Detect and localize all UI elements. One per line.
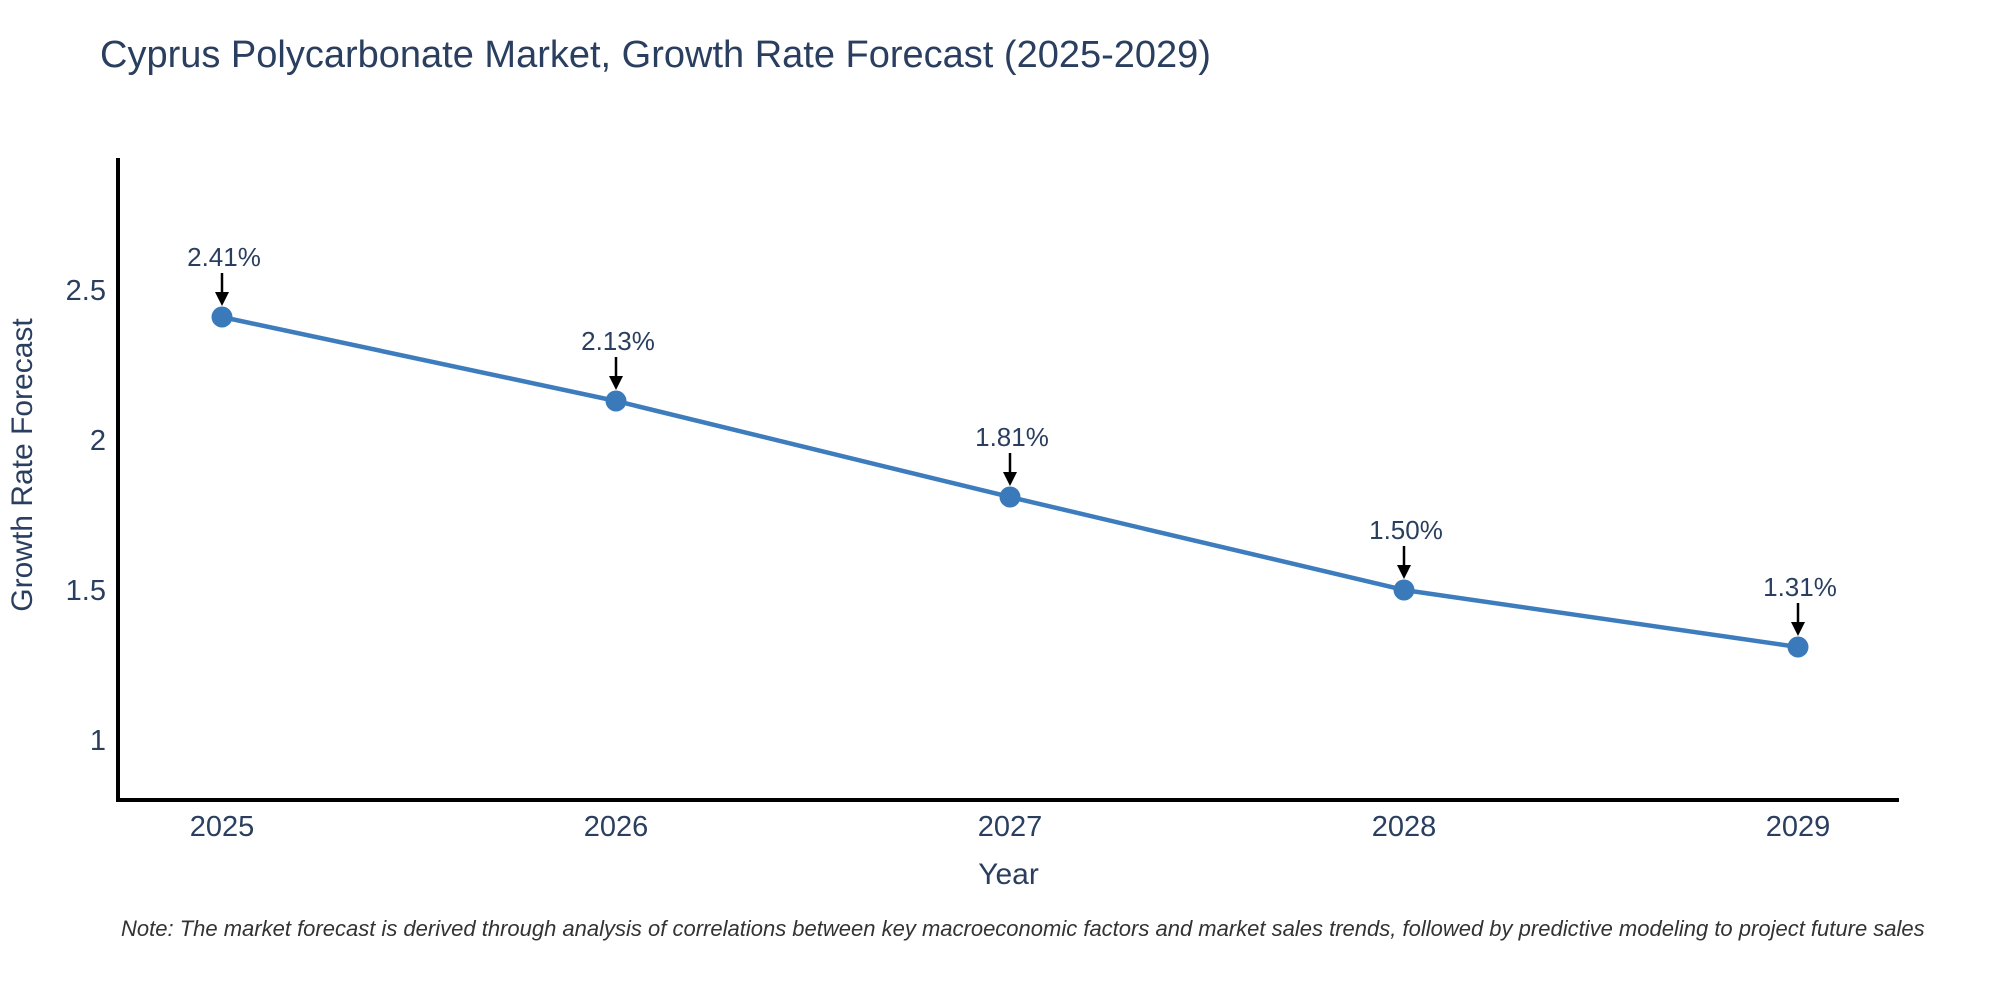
x-tick-label: 2029 [1766,811,1831,843]
y-tick-label: 1.5 [66,575,106,607]
annotation-arrow-head [1003,471,1017,486]
x-axis-title: Year [978,858,1039,891]
data-point-marker [1787,636,1809,658]
annotation-arrow-head [609,375,623,390]
x-tick-label: 2025 [190,811,255,843]
annotation-arrow-head [1791,621,1805,636]
annotation-arrow-head [215,291,229,306]
data-point-marker [999,486,1021,508]
data-point-marker [605,390,627,412]
annotation-label: 2.13% [581,326,655,356]
chart-title: Cyprus Polycarbonate Market, Growth Rate… [100,34,1211,76]
x-tick-label: 2027 [978,811,1043,843]
annotation-label: 1.50% [1369,515,1443,545]
data-point-marker [1393,579,1415,601]
y-tick-label: 2 [90,425,106,457]
y-axis-title: Growth Rate Forecast [6,318,39,612]
annotation-label: 2.41% [187,242,261,272]
x-tick-label: 2026 [584,811,649,843]
data-point-marker [211,306,233,328]
y-tick-label: 2.5 [66,275,106,307]
footnote: Note: The market forecast is derived thr… [121,916,1925,941]
annotation-label: 1.81% [975,422,1049,452]
y-tick-label: 1 [90,725,106,757]
annotation-label: 1.31% [1763,572,1837,602]
x-tick-label: 2028 [1372,811,1437,843]
annotation-arrow-head [1397,564,1411,579]
